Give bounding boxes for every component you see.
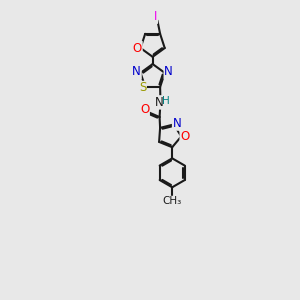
Text: N: N bbox=[132, 65, 141, 79]
Text: O: O bbox=[180, 130, 189, 143]
Text: H: H bbox=[161, 96, 169, 106]
Text: N: N bbox=[164, 65, 173, 79]
Text: N: N bbox=[155, 96, 164, 109]
Text: CH₃: CH₃ bbox=[163, 196, 182, 206]
Text: S: S bbox=[139, 81, 146, 94]
Text: N: N bbox=[172, 117, 181, 130]
Text: O: O bbox=[133, 41, 142, 55]
Text: I: I bbox=[154, 10, 158, 23]
Text: O: O bbox=[140, 103, 149, 116]
